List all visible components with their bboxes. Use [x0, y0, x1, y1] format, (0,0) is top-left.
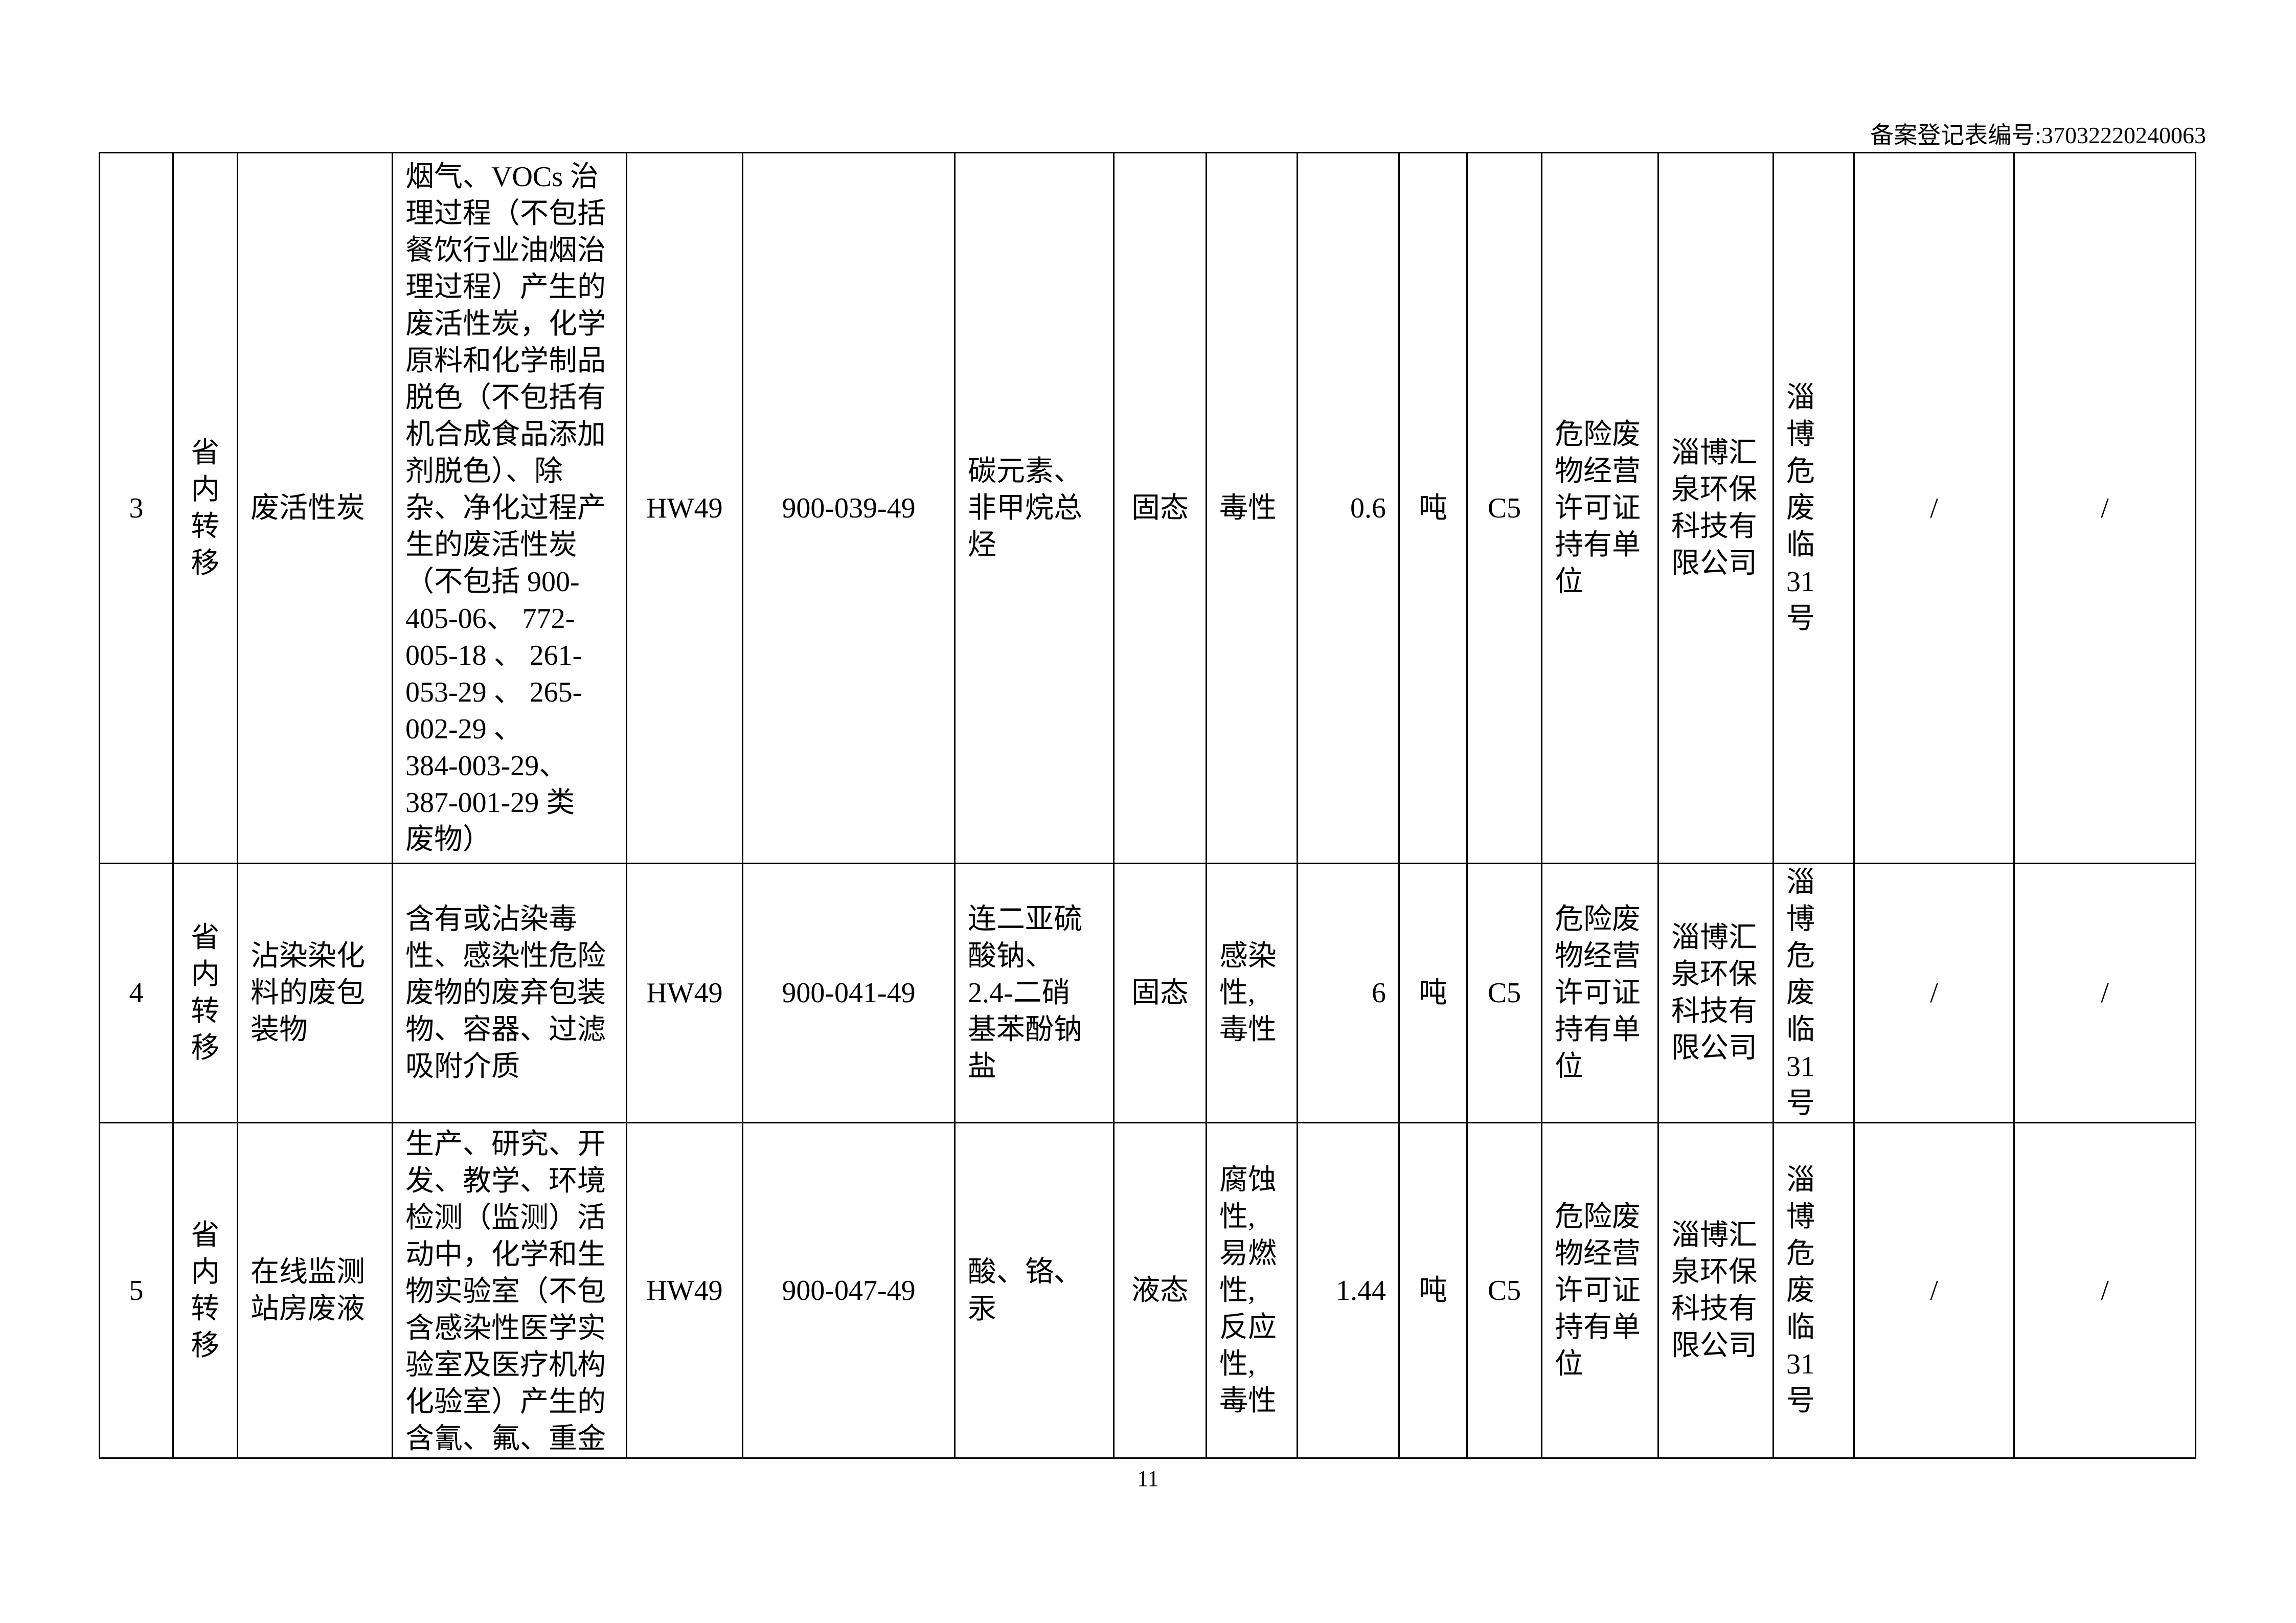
- waste-category-cell: HW49: [626, 152, 743, 864]
- receiver-company-cell: 淄博汇 泉环保 科技有 限公司: [1657, 863, 1774, 1123]
- grade-cell: C5: [1466, 152, 1542, 864]
- physical-form-cell: 液态: [1113, 1122, 1207, 1459]
- quantity-cell: 0.6: [1297, 152, 1400, 864]
- waste-name-cell: 废活性炭: [237, 152, 393, 864]
- waste-name-cell: 在线监测 站房废液: [237, 1122, 393, 1459]
- hazardous-components-cell: 连二亚硫 酸钠、 2.4-二硝 基苯酚钠 盐: [954, 863, 1115, 1123]
- row-index-cell: 4: [99, 863, 174, 1123]
- quantity-cell: 6: [1297, 863, 1400, 1123]
- grade-cell: C5: [1466, 863, 1542, 1123]
- hazardous-components-cell: 碳元素、 非甲烷总 烃: [954, 152, 1115, 864]
- waste-category-cell: HW49: [626, 1122, 743, 1459]
- column-16-cell: /: [1853, 1122, 2015, 1459]
- license-number-cell: 淄 博 危 废 临 31 号: [1772, 152, 1855, 864]
- receiver-company-cell: 淄博汇 泉环保 科技有 限公司: [1657, 152, 1774, 864]
- waste-code-cell: 900-039-49: [742, 152, 956, 864]
- column-17-cell: /: [2013, 1122, 2196, 1459]
- quantity-cell: 1.44: [1297, 1122, 1400, 1459]
- physical-form-cell: 固态: [1113, 152, 1207, 864]
- hazard-property-cell: 感染 性, 毒性: [1206, 863, 1298, 1123]
- column-16-cell: /: [1853, 152, 2015, 864]
- unit-cell: 吨: [1398, 152, 1468, 864]
- column-17-cell: /: [2013, 152, 2196, 864]
- hazardous-components-cell: 酸、铬、 汞: [954, 1122, 1115, 1459]
- hazard-property-cell: 毒性: [1206, 152, 1298, 864]
- column-17-cell: /: [2013, 863, 2196, 1123]
- waste-name-cell: 沾染染化 料的废包 装物: [237, 863, 393, 1123]
- transfer-type-cell: 省 内 转 移: [172, 863, 238, 1123]
- receiver-type-cell: 危险废 物经营 许可证 持有单 位: [1541, 863, 1659, 1123]
- transfer-type-cell: 省 内 转 移: [172, 1122, 238, 1459]
- receiver-company-cell: 淄博汇 泉环保 科技有 限公司: [1657, 1122, 1774, 1459]
- unit-cell: 吨: [1398, 863, 1468, 1123]
- column-16-cell: /: [1853, 863, 2015, 1123]
- receiver-type-cell: 危险废 物经营 许可证 持有单 位: [1541, 1122, 1659, 1459]
- waste-description-cell: 烟气、VOCs 治 理过程（不包括 餐饮行业油烟治 理过程）产生的 废活性炭，化…: [392, 152, 627, 864]
- grade-cell: C5: [1466, 1122, 1542, 1459]
- license-number-cell: 淄 博 危 废 临 31 号: [1772, 863, 1855, 1123]
- transfer-type-cell: 省 内 转 移: [172, 152, 238, 864]
- receiver-type-cell: 危险废 物经营 许可证 持有单 位: [1541, 152, 1659, 864]
- unit-cell: 吨: [1398, 1122, 1468, 1459]
- waste-code-cell: 900-041-49: [742, 863, 956, 1123]
- waste-description-cell: 生产、研究、开 发、教学、环境 检测（监测）活 动中，化学和生 物实验室（不包 …: [392, 1122, 627, 1459]
- row-index-cell: 3: [99, 152, 174, 864]
- row-index-cell: 5: [99, 1122, 174, 1459]
- license-number-cell: 淄 博 危 废 临 31 号: [1772, 1122, 1855, 1459]
- page-number: 11: [1137, 1466, 1159, 1491]
- waste-code-cell: 900-047-49: [742, 1122, 956, 1459]
- waste-category-cell: HW49: [626, 863, 743, 1123]
- record-number: 备案登记表编号:37032220240063: [1870, 122, 2206, 148]
- hazard-property-cell: 腐蚀 性, 易燃 性, 反应 性, 毒性: [1206, 1122, 1298, 1459]
- waste-description-cell: 含有或沾染毒 性、感染性危险 废物的废弃包装 物、容器、过滤 吸附介质: [392, 863, 627, 1123]
- physical-form-cell: 固态: [1113, 863, 1207, 1123]
